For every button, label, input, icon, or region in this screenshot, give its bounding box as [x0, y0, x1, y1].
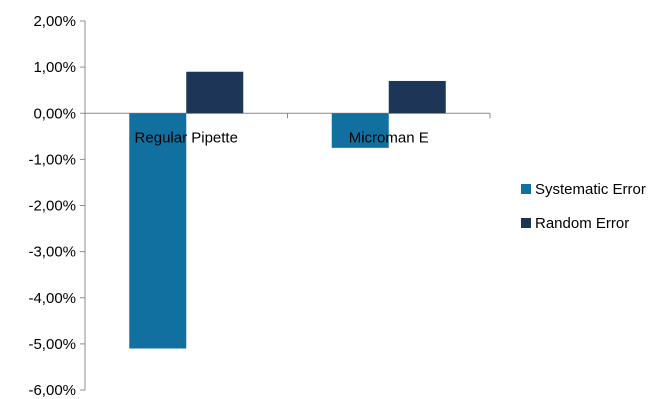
- legend-label: Systematic Error: [535, 181, 646, 198]
- y-tick-label: 0,00%: [33, 105, 76, 122]
- legend-label: Random Error: [535, 215, 629, 232]
- y-tick-label: -4,00%: [28, 290, 76, 307]
- legend-swatch: [521, 218, 531, 228]
- y-tick-label: -6,00%: [28, 382, 76, 399]
- bar-random-error: [388, 80, 446, 114]
- y-tick-label: 2,00%: [33, 13, 76, 30]
- category-label: Regular Pipette: [135, 129, 238, 146]
- y-tick-label: -2,00%: [28, 198, 76, 215]
- y-tick-label: 1,00%: [33, 59, 76, 76]
- y-tick-label: -5,00%: [28, 336, 76, 353]
- y-tick-label: -3,00%: [28, 244, 76, 261]
- legend-swatch: [521, 184, 531, 194]
- y-tick-label: -1,00%: [28, 151, 76, 168]
- bar-systematic-error: [331, 113, 389, 148]
- bar-random-error: [186, 71, 244, 114]
- bar-systematic-error: [129, 113, 187, 349]
- category-label: Microman E: [349, 129, 429, 146]
